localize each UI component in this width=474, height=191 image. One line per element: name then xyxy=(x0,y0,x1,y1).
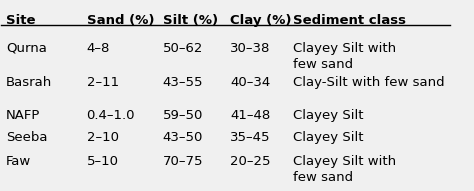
Text: 59–50: 59–50 xyxy=(163,109,203,122)
Text: Site: Site xyxy=(6,14,36,27)
Text: Qurna: Qurna xyxy=(6,42,47,55)
Text: 41–48: 41–48 xyxy=(230,109,270,122)
Text: 43–55: 43–55 xyxy=(163,76,203,89)
Text: Clayey Silt with
few sand: Clayey Silt with few sand xyxy=(293,42,396,71)
Text: Seeba: Seeba xyxy=(6,131,47,144)
Text: Sediment class: Sediment class xyxy=(293,14,406,27)
Text: 4–8: 4–8 xyxy=(87,42,110,55)
Text: 20–25: 20–25 xyxy=(230,155,271,168)
Text: 70–75: 70–75 xyxy=(163,155,203,168)
Text: 2–10: 2–10 xyxy=(87,131,118,144)
Text: 50–62: 50–62 xyxy=(163,42,203,55)
Text: 2–11: 2–11 xyxy=(87,76,118,89)
Text: 0.4–1.0: 0.4–1.0 xyxy=(87,109,135,122)
Text: 30–38: 30–38 xyxy=(230,42,270,55)
Text: 5–10: 5–10 xyxy=(87,155,118,168)
Text: Sand (%): Sand (%) xyxy=(87,14,154,27)
Text: Clayey Silt: Clayey Silt xyxy=(293,131,363,144)
Text: Clay (%): Clay (%) xyxy=(230,14,292,27)
Text: 40–34: 40–34 xyxy=(230,76,270,89)
Text: Clay-Silt with few sand: Clay-Silt with few sand xyxy=(293,76,444,89)
Text: Clayey Silt with
few sand: Clayey Silt with few sand xyxy=(293,155,396,184)
Text: 35–45: 35–45 xyxy=(230,131,271,144)
Text: Clayey Silt: Clayey Silt xyxy=(293,109,363,122)
Text: Silt (%): Silt (%) xyxy=(163,14,218,27)
Text: Basrah: Basrah xyxy=(6,76,52,89)
Text: 43–50: 43–50 xyxy=(163,131,203,144)
Text: Faw: Faw xyxy=(6,155,31,168)
Text: NAFP: NAFP xyxy=(6,109,40,122)
